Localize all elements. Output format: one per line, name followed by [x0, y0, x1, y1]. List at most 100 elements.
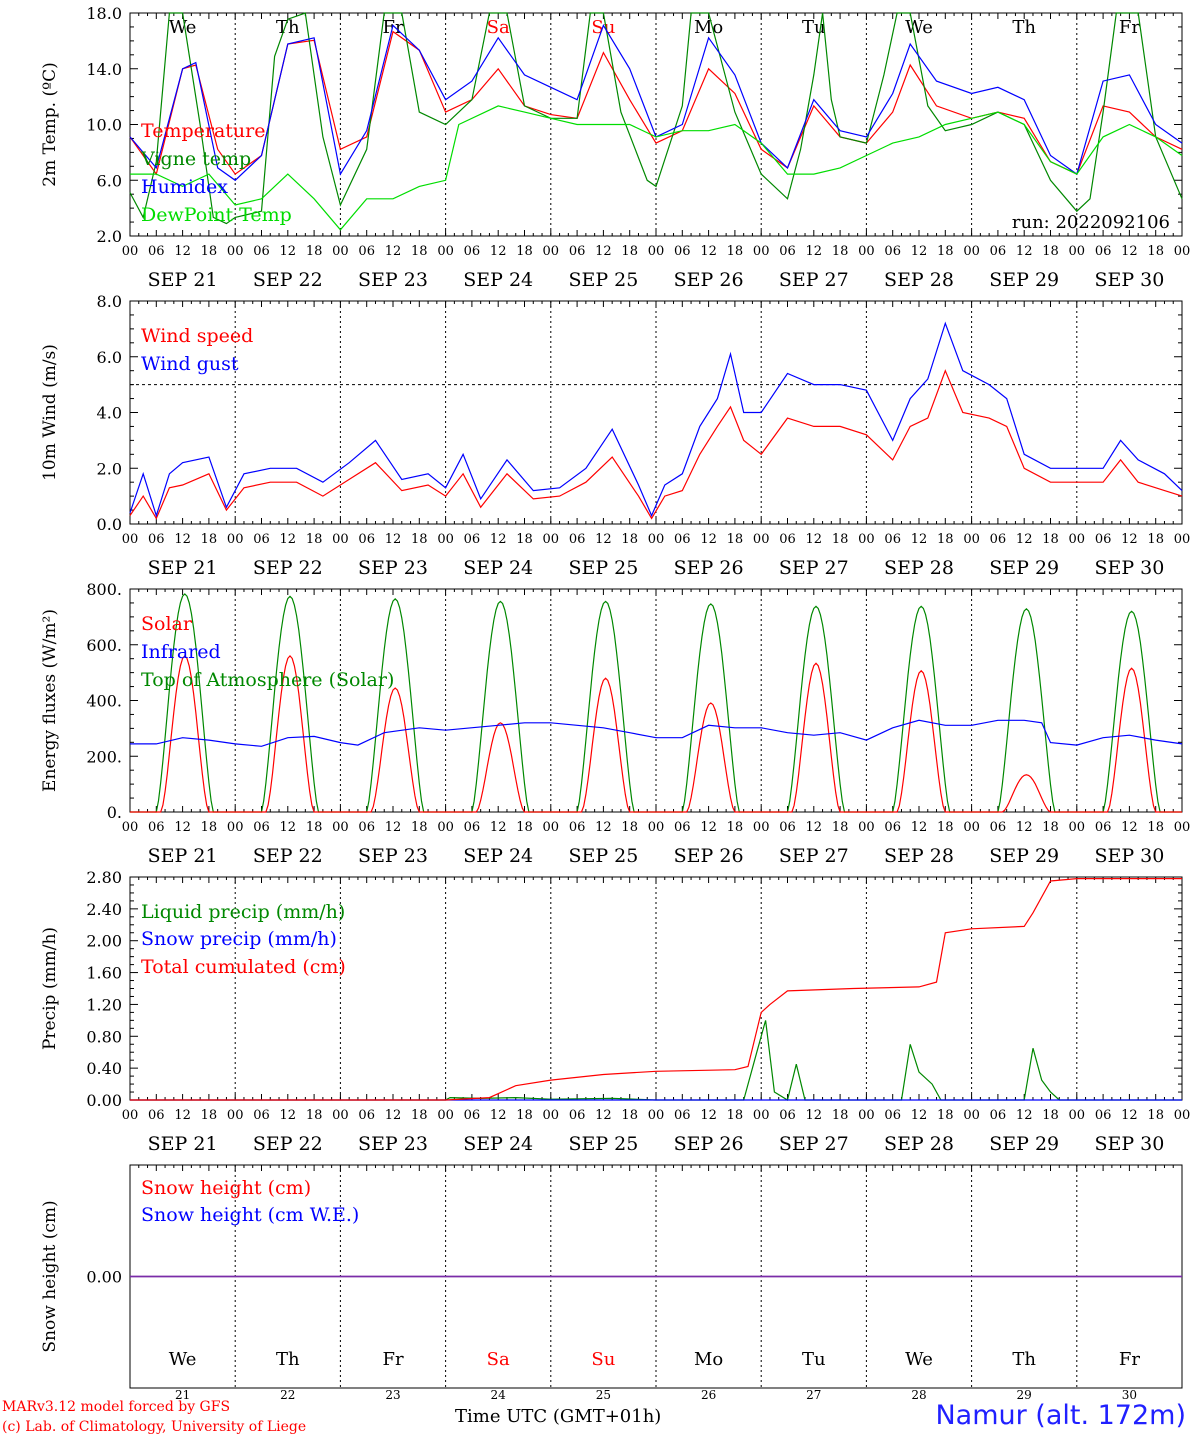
date-label: SEP 25: [568, 845, 638, 867]
date-label: SEP 22: [253, 1133, 323, 1155]
legend-snow-precip-mm-h: Snow precip (mm/h): [141, 928, 337, 950]
hour-tick-label: 18: [306, 532, 323, 547]
hour-tick-label: 18: [1042, 1108, 1059, 1123]
date-label: SEP 27: [779, 1133, 849, 1155]
hour-tick-label: 06: [990, 1108, 1007, 1123]
hour-tick-label: 12: [806, 532, 823, 547]
y-tick-label: 2.0: [97, 227, 122, 246]
hour-tick-label: 00: [122, 244, 139, 259]
y-tick-label: 14.0: [86, 60, 122, 79]
hour-tick-label: 00: [648, 532, 665, 547]
hour-tick-label: 00: [543, 1108, 560, 1123]
date-label: SEP 26: [674, 269, 744, 291]
hour-tick-label: 00: [963, 244, 980, 259]
hour-tick-label: 12: [490, 820, 507, 835]
hour-tick-label: 12: [1016, 820, 1033, 835]
date-label: SEP 28: [884, 269, 954, 291]
date-label: SEP 30: [1094, 269, 1164, 291]
y-tick-label: 2.40: [86, 900, 122, 919]
y-tick-label: 8.0: [97, 292, 122, 311]
hour-tick-label: 12: [280, 1108, 297, 1123]
hour-tick-label: 18: [411, 820, 428, 835]
hour-tick-label: 06: [464, 1108, 481, 1123]
hour-tick-label: 06: [569, 532, 586, 547]
hour-tick-label: 00: [1174, 532, 1191, 547]
hour-tick-label: 06: [569, 820, 586, 835]
run-annotation: run: 2022092106: [1012, 212, 1170, 233]
date-label: SEP 29: [989, 557, 1059, 579]
hour-tick-label: 12: [1121, 532, 1138, 547]
y-axis-label: Energy fluxes (W/m²): [40, 609, 60, 792]
hour-tick-label: 06: [1095, 532, 1112, 547]
hour-tick-label: 12: [280, 244, 297, 259]
date-label: SEP 21: [148, 1133, 218, 1155]
hour-tick-label: 18: [201, 532, 218, 547]
y-tick-label: 0.0: [97, 515, 122, 534]
date-label: SEP 29: [989, 845, 1059, 867]
date-label: SEP 27: [779, 269, 849, 291]
weekday-label: Mo: [694, 17, 723, 38]
hour-tick-label: 06: [779, 532, 796, 547]
hour-tick-label: 18: [306, 820, 323, 835]
hour-tick-label: 18: [727, 244, 744, 259]
hour-tick-label: 00: [122, 532, 139, 547]
hour-tick-label: 18: [621, 1108, 638, 1123]
y-tick-label: 400.: [86, 692, 122, 711]
date-label: SEP 23: [358, 1133, 428, 1155]
hour-tick-label: 06: [674, 532, 691, 547]
hour-tick-label: 06: [779, 244, 796, 259]
hour-tick-label: 00: [543, 244, 560, 259]
date-label: SEP 22: [253, 845, 323, 867]
date-label: SEP 25: [568, 1133, 638, 1155]
hour-tick-label: 06: [1095, 244, 1112, 259]
hour-tick-label: 18: [516, 820, 533, 835]
date-label: SEP 24: [463, 1133, 533, 1155]
weekday-label: Fr: [1119, 17, 1140, 38]
date-label: SEP 22: [253, 269, 323, 291]
weekday-label: Th: [1012, 1349, 1036, 1370]
legend-temperature: Temperature: [141, 120, 265, 142]
legend-infrared: Infrared: [141, 641, 221, 663]
weekday-label: Fr: [382, 1349, 403, 1370]
y-tick-label: 0.80: [86, 1027, 122, 1046]
time-axis-label: Time UTC (GMT+01h): [455, 1406, 661, 1427]
hour-tick-label: 06: [253, 1108, 270, 1123]
hour-tick-label: 06: [884, 1108, 901, 1123]
legend-snow-height-cm: Snow height (cm): [141, 1177, 311, 1199]
hour-tick-label: 12: [595, 820, 612, 835]
hour-tick-label: 12: [806, 820, 823, 835]
y-tick-label: 600.: [86, 636, 122, 655]
hour-tick-label: 12: [911, 820, 928, 835]
date-label: SEP 22: [253, 557, 323, 579]
hour-tick-label: 12: [700, 1108, 717, 1123]
y-tick-label: 6.0: [97, 348, 122, 367]
legend-snow-height-cm-w-e: Snow height (cm W.E.): [141, 1204, 359, 1226]
y-axis-label: Precip (mm/h): [40, 927, 60, 1050]
panel-1: 00 06 12 18 00 06 12 18 00 06 12 18 00 06 12 18 00 06 12 18…: [40, 4, 1190, 291]
station-label: Namur (alt. 172m): [935, 1400, 1186, 1431]
hour-tick-label: 00: [1069, 1108, 1086, 1123]
hour-tick-label: 18: [306, 244, 323, 259]
hour-tick-label: 18: [621, 532, 638, 547]
panel-4: 00 06 12 18 00 06 12 18 00 06 12 18 00 06 12 18 00 06 12 18…: [40, 868, 1190, 1155]
hour-tick-label: 06: [569, 244, 586, 259]
weekday-label: Sa: [487, 1349, 510, 1370]
hour-tick-label: 00: [1174, 244, 1191, 259]
hour-tick-label: 06: [253, 532, 270, 547]
panel-2: 00 06 12 18 00 06 12 18 00 06 12 18 00 06 12 18 00 06 12 18…: [40, 292, 1190, 579]
hour-tick-label: 00: [963, 1108, 980, 1123]
legend-liquid-precip-mm-h: Liquid precip (mm/h): [141, 901, 345, 923]
hour-tick-label: 06: [884, 244, 901, 259]
day-number-label: 26: [701, 1388, 716, 1402]
hour-tick-label: 06: [148, 820, 165, 835]
hour-tick-label: 12: [700, 532, 717, 547]
hour-tick-label: 00: [648, 244, 665, 259]
y-axis-label: 2m Temp. (ºC): [40, 62, 60, 187]
date-label: SEP 30: [1094, 557, 1164, 579]
hour-tick-label: 00: [543, 532, 560, 547]
hour-tick-label: 12: [1016, 532, 1033, 547]
hour-tick-label: 18: [621, 244, 638, 259]
weekday-label: Mo: [694, 1349, 723, 1370]
legend-wind-speed: Wind speed: [141, 325, 253, 347]
hour-tick-label: 12: [385, 1108, 402, 1123]
